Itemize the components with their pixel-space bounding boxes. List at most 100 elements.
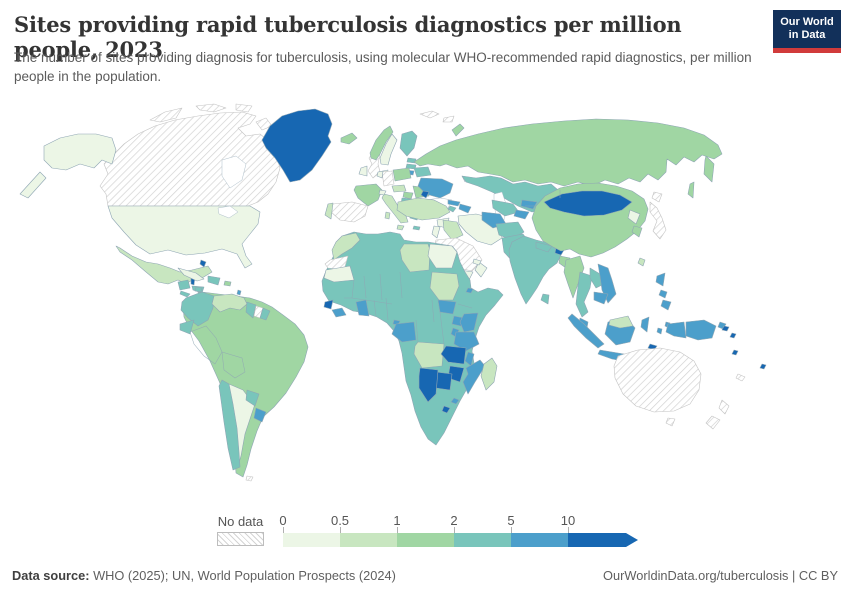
country-ghana[interactable] <box>355 299 370 317</box>
country-french-guiana[interactable] <box>259 307 271 321</box>
country-norway[interactable] <box>369 125 394 161</box>
country-kyrgyzstan[interactable] <box>520 199 538 210</box>
country-falklands[interactable] <box>245 475 254 482</box>
country-sri-lanka[interactable] <box>540 293 550 305</box>
country-egypt[interactable] <box>427 243 458 269</box>
country-philippines[interactable] <box>660 299 672 311</box>
country-philippines[interactable] <box>658 289 668 299</box>
country-puerto-rico[interactable] <box>223 280 232 287</box>
country-sicily[interactable] <box>396 224 405 231</box>
country-brazil[interactable] <box>182 291 309 478</box>
country-alaska-tail[interactable] <box>19 171 47 199</box>
country-south-sudan[interactable] <box>437 299 457 315</box>
country-libya[interactable] <box>399 243 431 273</box>
country-papua-new-guinea[interactable] <box>685 319 717 341</box>
country-mozambique[interactable] <box>462 359 486 395</box>
country-crete[interactable] <box>412 225 421 231</box>
country-zambia[interactable] <box>440 345 467 365</box>
legend-segment-0-0.5[interactable] <box>283 533 340 547</box>
legend-segment-1-2[interactable] <box>397 533 454 547</box>
country-canada[interactable] <box>99 111 281 207</box>
country-tanzania[interactable] <box>453 331 480 352</box>
country-iceland[interactable] <box>340 132 358 145</box>
country-canada-island[interactable] <box>235 103 253 113</box>
country-france[interactable] <box>353 183 383 207</box>
country-georgia[interactable] <box>447 199 461 207</box>
country-finland[interactable] <box>399 130 418 157</box>
country-colombia[interactable] <box>180 291 215 327</box>
country-alaska[interactable] <box>43 133 117 171</box>
country-chile[interactable] <box>218 379 241 471</box>
country-mauritania[interactable] <box>323 265 355 283</box>
country-japan-hokkaido[interactable] <box>651 191 663 203</box>
legend-segment-5-10[interactable] <box>511 533 568 547</box>
country-lesser-antilles[interactable] <box>236 289 242 296</box>
country-uruguay[interactable] <box>253 407 267 423</box>
country-switzerland[interactable] <box>378 189 387 196</box>
country-spain[interactable] <box>329 201 369 223</box>
country-uzbekistan[interactable] <box>491 199 520 217</box>
country-cambodia[interactable] <box>593 291 609 305</box>
country-israel-jordan[interactable] <box>431 225 441 239</box>
country-india[interactable] <box>508 235 562 305</box>
country-botswana[interactable] <box>435 371 453 391</box>
country-jamaica[interactable] <box>194 286 203 293</box>
country-lesotho[interactable] <box>441 405 451 414</box>
country-laos[interactable] <box>589 267 605 289</box>
country-fiji[interactable] <box>759 363 767 370</box>
legend-segment-0.5-1[interactable] <box>340 533 397 547</box>
country-germany[interactable] <box>381 170 395 187</box>
country-belarus[interactable] <box>413 166 432 178</box>
country-greenland[interactable] <box>261 108 333 183</box>
island-svalbard[interactable] <box>442 115 455 123</box>
country-north-korea[interactable] <box>627 209 641 225</box>
country-madagascar[interactable] <box>480 357 498 391</box>
country-azerbaijan[interactable] <box>458 203 472 214</box>
country-ireland[interactable] <box>358 165 368 177</box>
country-indonesia-sulawesi[interactable] <box>640 316 650 333</box>
country-uae[interactable] <box>472 258 482 266</box>
country-italy[interactable] <box>381 193 409 224</box>
country-philippines[interactable] <box>655 272 666 287</box>
country-south-korea[interactable] <box>631 225 643 238</box>
country-sweden[interactable] <box>379 133 398 166</box>
country-sardinia[interactable] <box>384 211 391 220</box>
country-kenya[interactable] <box>459 312 479 333</box>
island-novaya-zemlya[interactable] <box>451 123 465 137</box>
country-canada-island[interactable] <box>149 107 183 123</box>
country-taiwan[interactable] <box>637 257 646 267</box>
legend-no-data-swatch[interactable] <box>217 532 264 546</box>
country-new-zealand[interactable] <box>718 399 730 415</box>
legend-segment-2-5[interactable] <box>454 533 511 547</box>
country-japan[interactable] <box>649 201 667 240</box>
country-liberia[interactable] <box>331 307 347 318</box>
country-sierra-leone[interactable] <box>323 299 334 310</box>
legend-no-data[interactable]: No data <box>217 514 264 546</box>
country-venezuela[interactable] <box>211 293 248 313</box>
country-tasmania[interactable] <box>665 417 676 427</box>
country-oman[interactable] <box>474 261 488 278</box>
country-portugal[interactable] <box>324 202 334 220</box>
legend-segment-10+[interactable] <box>568 533 638 547</box>
footer-link[interactable]: OurWorldinData.org/tuberculosis | CC BY <box>603 568 838 583</box>
country-namibia[interactable] <box>418 367 439 403</box>
country-turkey[interactable] <box>396 197 451 221</box>
country-new-zealand[interactable] <box>705 415 721 430</box>
country-armenia[interactable] <box>447 205 457 213</box>
country-russia-sakhalin[interactable] <box>687 181 695 199</box>
country-ecuador[interactable] <box>179 319 195 335</box>
island-svalbard[interactable] <box>419 110 440 119</box>
country-malaysia-borneo[interactable] <box>608 315 634 329</box>
country-russia[interactable] <box>413 118 723 187</box>
country-bahamas[interactable] <box>199 259 207 268</box>
country-canada-island[interactable] <box>195 103 227 113</box>
country-iraq[interactable] <box>442 219 464 241</box>
country-united-states[interactable] <box>107 205 261 269</box>
country-vietnam[interactable] <box>597 263 617 304</box>
country-guatemala[interactable] <box>177 279 191 291</box>
country-indonesia-papua[interactable] <box>665 321 687 339</box>
country-morocco[interactable] <box>331 232 361 261</box>
country-myanmar[interactable] <box>563 255 585 299</box>
country-russia-kamchatka[interactable] <box>703 155 715 183</box>
country-vanuatu[interactable] <box>731 349 739 356</box>
